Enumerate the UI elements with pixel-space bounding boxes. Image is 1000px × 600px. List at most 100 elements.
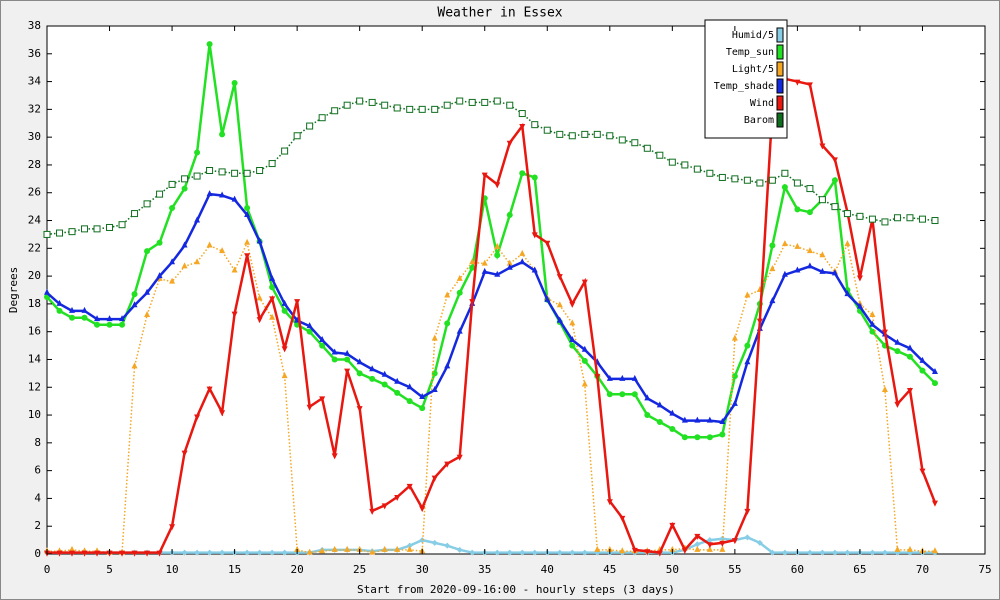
- data-point: [531, 121, 539, 129]
- data-point: [781, 184, 788, 191]
- data-point: [356, 406, 363, 413]
- data-point: [456, 289, 463, 296]
- data-point: [581, 380, 588, 387]
- legend-swatch: [776, 27, 784, 43]
- data-point: [469, 299, 476, 306]
- y-tick-label: 16: [28, 325, 41, 338]
- data-point: [68, 228, 76, 236]
- legend-label: Light/5: [732, 64, 774, 75]
- data-point: [269, 284, 276, 291]
- data-point: [894, 348, 901, 355]
- data-point: [431, 386, 438, 393]
- data-point: [719, 535, 726, 542]
- data-point: [306, 322, 313, 329]
- data-point: [231, 311, 238, 318]
- data-point: [494, 252, 501, 259]
- data-point: [706, 434, 713, 441]
- data-point: [456, 97, 464, 105]
- data-point: [206, 241, 213, 248]
- data-point: [756, 539, 763, 546]
- data-point: [569, 301, 576, 308]
- data-point: [256, 549, 263, 556]
- x-tick-label: 20: [291, 563, 304, 576]
- series-layer: [43, 41, 939, 557]
- data-point: [256, 317, 263, 324]
- data-point: [931, 217, 939, 225]
- data-point: [844, 240, 851, 247]
- legend-label: Temp_sun: [726, 47, 774, 58]
- data-point: [568, 132, 576, 140]
- x-tick-label: 40: [541, 563, 554, 576]
- data-point: [918, 215, 926, 223]
- data-point: [269, 274, 276, 281]
- y-tick-label: 28: [28, 158, 41, 171]
- data-point: [131, 210, 139, 218]
- data-point: [144, 248, 151, 255]
- data-point: [881, 218, 889, 226]
- data-point: [206, 167, 214, 175]
- data-point: [281, 372, 288, 379]
- data-point: [881, 386, 888, 393]
- data-point: [231, 195, 238, 202]
- data-point: [406, 545, 413, 552]
- data-point: [156, 550, 163, 557]
- series-line: [46, 192, 936, 424]
- data-point: [669, 425, 676, 432]
- data-point: [481, 267, 488, 274]
- y-tick-label: 18: [28, 297, 41, 310]
- data-point: [356, 545, 363, 552]
- data-point: [418, 105, 426, 113]
- data-point: [731, 334, 738, 341]
- y-tick-label: 36: [28, 47, 41, 60]
- data-point: [56, 307, 63, 314]
- data-point: [194, 216, 201, 223]
- data-point: [456, 327, 463, 334]
- y-tick-label: 30: [28, 130, 41, 143]
- data-point: [194, 149, 201, 156]
- data-point: [793, 179, 801, 187]
- data-point: [631, 139, 639, 147]
- data-point: [594, 374, 601, 381]
- data-point: [481, 172, 488, 179]
- x-tick-label: 50: [666, 563, 679, 576]
- data-point: [319, 547, 326, 554]
- data-point: [819, 251, 826, 258]
- data-point: [394, 389, 401, 396]
- data-point: [894, 338, 901, 345]
- data-point: [268, 160, 276, 168]
- x-tick-label: 30: [416, 563, 429, 576]
- data-point: [506, 101, 514, 109]
- data-point: [869, 320, 876, 327]
- data-point: [56, 299, 63, 306]
- data-point: [556, 301, 563, 308]
- y-tick-label: 38: [28, 19, 41, 32]
- x-tick-label: 10: [165, 563, 178, 576]
- data-point: [156, 190, 164, 198]
- data-point: [606, 499, 613, 506]
- data-point: [794, 79, 801, 86]
- data-point: [419, 506, 426, 513]
- data-point: [931, 500, 938, 507]
- data-point: [144, 288, 151, 295]
- data-point: [181, 450, 188, 457]
- data-point: [318, 114, 326, 122]
- legend-swatch: [776, 112, 784, 128]
- data-point: [644, 412, 651, 419]
- data-point: [356, 370, 363, 377]
- data-point: [519, 124, 526, 131]
- data-point: [806, 82, 813, 89]
- data-point: [131, 301, 138, 308]
- data-point: [306, 122, 314, 130]
- data-point: [319, 336, 326, 343]
- data-point: [94, 321, 101, 328]
- data-point: [81, 306, 88, 313]
- y-tick-label: 0: [34, 547, 41, 560]
- y-tick-label: 20: [28, 269, 41, 282]
- data-point: [244, 238, 251, 245]
- data-point: [244, 549, 251, 556]
- data-point: [356, 358, 363, 365]
- data-point: [144, 550, 151, 557]
- data-point: [44, 288, 50, 295]
- data-point: [706, 545, 713, 552]
- data-point: [331, 545, 338, 552]
